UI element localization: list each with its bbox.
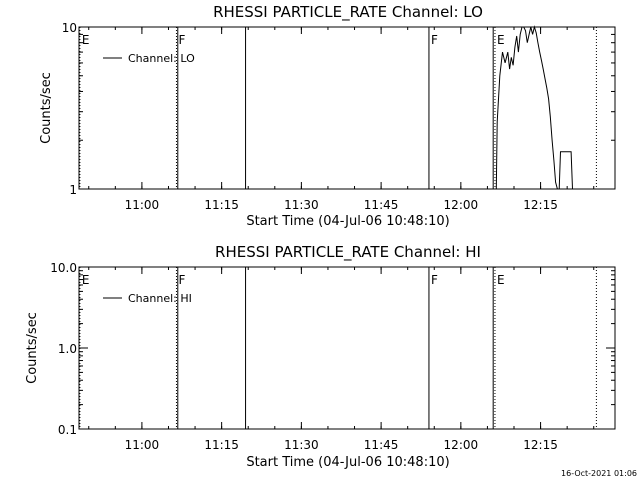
event-marker-label: F [178, 273, 185, 287]
x-tick-label: 12:00 [444, 198, 479, 212]
legend-entry: Channel: LO [128, 52, 195, 65]
y-axis-label: Counts/sec [39, 72, 54, 144]
chart-marks: 11:00 11:15 11:30 11:45 12:00 12:15 1 10 E F F E [62, 21, 615, 212]
x-tick-label: 11:30 [284, 198, 319, 212]
hi-channel-panel: RHESSI PARTICLE_RATE Channel: HI Counts/… [25, 243, 616, 470]
x-tick-label: 11:45 [364, 438, 399, 452]
x-axis-label: Start Time (04-Jul-06 10:48:10) [246, 455, 449, 470]
x-tick-label: 12:00 [444, 438, 479, 452]
event-marker-label: E [497, 33, 505, 47]
event-marker-label: E [82, 273, 90, 287]
y-axis-label: Counts/sec [25, 312, 40, 384]
event-marker-label: F [178, 33, 185, 47]
y-tick-label: 1 [69, 183, 77, 197]
series-line-lo [495, 25, 573, 190]
x-tick-label: 11:00 [125, 438, 160, 452]
x-tick-label: 12:15 [523, 438, 558, 452]
event-marker-label: F [431, 33, 438, 47]
x-axis-label: Start Time (04-Jul-06 10:48:10) [246, 214, 449, 229]
chart-title: RHESSI PARTICLE_RATE Channel: LO [213, 3, 483, 22]
event-marker-label: E [497, 273, 505, 287]
x-tick-label: 11:30 [284, 438, 319, 452]
legend-entry: Channel: HI [128, 292, 192, 305]
x-tick-label: 11:15 [204, 438, 239, 452]
x-tick-label: 12:15 [523, 198, 558, 212]
y-tick-label: 1.0 [58, 342, 77, 356]
y-tick-label: 0.1 [58, 423, 77, 437]
x-tick-label: 11:45 [364, 198, 399, 212]
timestamp-footer: 16-Oct-2021 01:06 [561, 469, 637, 478]
plot-frame [78, 26, 616, 190]
x-tick-label: 11:00 [125, 198, 160, 212]
y-tick-label: 10.0 [50, 261, 77, 275]
y-tick-label: 10 [62, 21, 77, 35]
event-marker-label: F [431, 273, 438, 287]
event-marker-label: E [82, 33, 90, 47]
lo-channel-panel: RHESSI PARTICLE_RATE Channel: LO Counts/… [39, 3, 616, 229]
chart-marks: 11:00 11:15 11:30 11:45 12:00 12:15 0.1 1.0 10.0… [50, 261, 615, 452]
x-tick-label: 11:15 [204, 198, 239, 212]
chart-title: RHESSI PARTICLE_RATE Channel: HI [215, 243, 481, 262]
